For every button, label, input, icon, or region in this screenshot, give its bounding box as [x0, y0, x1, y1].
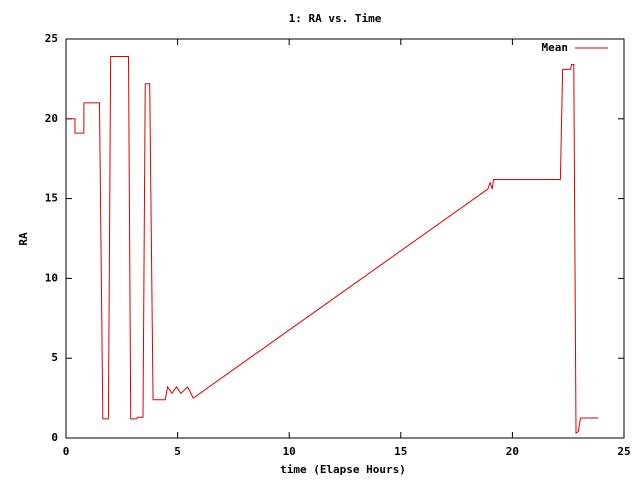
x-tick-label: 25: [617, 445, 630, 458]
y-tick-label: 10: [45, 271, 58, 284]
y-tick-label: 20: [45, 112, 58, 125]
legend-label: Mean: [542, 41, 569, 54]
data-line: [66, 56, 599, 435]
x-axis-label: time (Elapse Hours): [280, 463, 406, 476]
y-tick-label: 15: [45, 192, 58, 205]
y-tick-label: 0: [51, 431, 58, 444]
x-tick-label: 5: [174, 445, 181, 458]
chart-title: 1: RA vs. Time: [289, 12, 382, 25]
y-axis-label: RA: [17, 232, 30, 246]
x-tick-label: 15: [394, 445, 407, 458]
y-tick-label: 25: [45, 32, 58, 45]
x-tick-label: 20: [506, 445, 519, 458]
y-tick-label: 5: [51, 351, 58, 364]
x-tick-label: 10: [283, 445, 296, 458]
plot-border: [65, 38, 625, 439]
x-tick-label: 0: [63, 445, 70, 458]
